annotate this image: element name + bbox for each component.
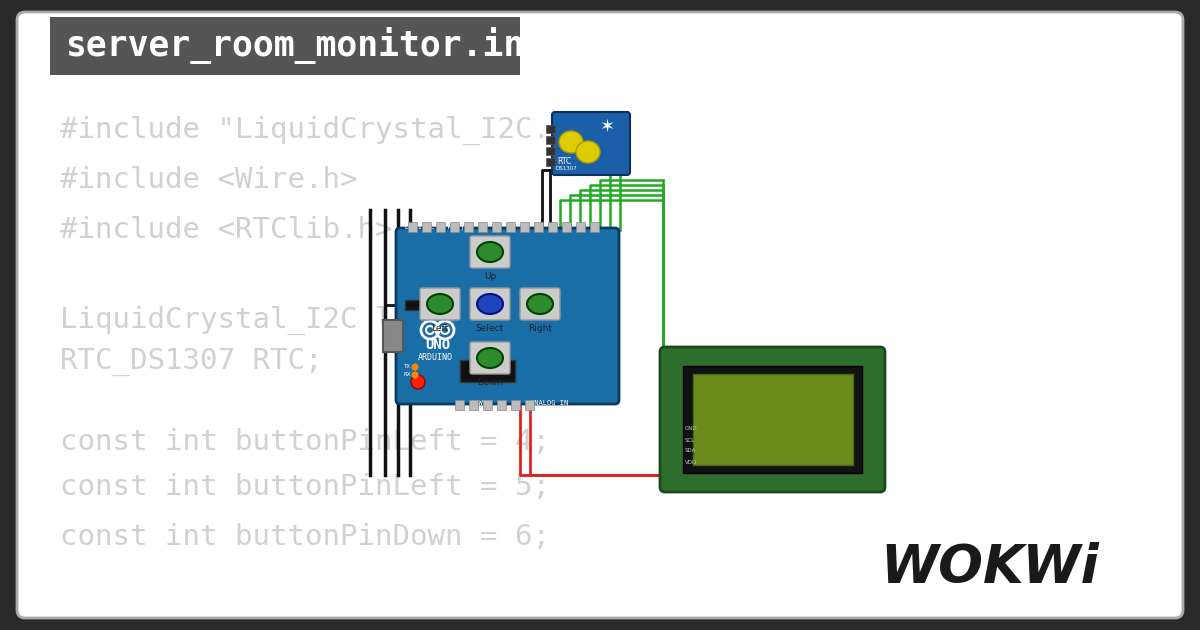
Text: RX: RX (403, 372, 410, 377)
Text: Right: Right (528, 324, 552, 333)
FancyBboxPatch shape (520, 288, 560, 320)
Bar (562, 222, 571, 232)
Text: DIGITAL (PWM~): DIGITAL (PWM~) (406, 223, 464, 229)
Bar (482, 400, 492, 410)
FancyBboxPatch shape (552, 112, 630, 175)
Ellipse shape (559, 131, 583, 153)
FancyBboxPatch shape (17, 12, 1183, 618)
Circle shape (412, 364, 419, 370)
Bar (546, 125, 554, 133)
Bar (455, 400, 464, 410)
Text: UNO: UNO (426, 338, 450, 352)
Text: WOKWi: WOKWi (881, 542, 1099, 594)
Text: #include <RTClib.h>: #include <RTClib.h> (60, 216, 392, 244)
Text: VDD: VDD (685, 459, 697, 464)
Bar (464, 222, 473, 232)
Ellipse shape (427, 294, 454, 314)
Text: #include "LiquidCrystal_I2C.h": #include "LiquidCrystal_I2C.h" (60, 115, 586, 144)
Bar (546, 158, 554, 166)
Bar (526, 400, 534, 410)
Bar (469, 400, 478, 410)
Bar (460, 360, 515, 382)
FancyBboxPatch shape (470, 342, 510, 374)
Ellipse shape (478, 348, 503, 368)
Text: RTC: RTC (557, 157, 571, 166)
Bar (420, 300, 448, 310)
Bar (450, 222, 458, 232)
Ellipse shape (478, 294, 503, 314)
Text: TX: TX (403, 365, 410, 370)
Bar (520, 222, 529, 232)
Text: POWER: POWER (470, 400, 491, 406)
Text: SDA: SDA (685, 449, 696, 454)
Ellipse shape (576, 141, 600, 163)
Bar (408, 222, 418, 232)
Ellipse shape (478, 242, 503, 262)
Circle shape (410, 375, 425, 389)
Text: const int buttonPinLeft = 4;: const int buttonPinLeft = 4; (60, 428, 550, 456)
Text: ARDUINO: ARDUINO (418, 353, 452, 362)
Text: Left: Left (431, 324, 449, 333)
Bar (683, 366, 862, 473)
Bar (422, 222, 431, 232)
FancyBboxPatch shape (660, 347, 886, 492)
Bar (511, 400, 520, 410)
Text: RTC_DS1307 RTC;: RTC_DS1307 RTC; (60, 348, 323, 376)
Bar (492, 222, 502, 232)
Bar (576, 222, 586, 232)
Ellipse shape (527, 294, 553, 314)
Circle shape (412, 372, 419, 379)
Text: const int buttonPinDown = 6;: const int buttonPinDown = 6; (60, 523, 550, 551)
Bar (478, 222, 487, 232)
FancyBboxPatch shape (420, 288, 460, 320)
Text: ✶: ✶ (600, 118, 614, 136)
Text: Select: Select (476, 324, 504, 333)
Bar (546, 136, 554, 144)
Text: const int buttonPinLeft = 5;: const int buttonPinLeft = 5; (60, 473, 550, 501)
Bar (694, 374, 853, 465)
Bar (546, 147, 554, 155)
Bar (406, 300, 433, 310)
Bar (534, 222, 542, 232)
Bar (497, 400, 506, 410)
FancyBboxPatch shape (470, 288, 510, 320)
Text: Up: Up (484, 272, 496, 281)
Text: DS1307: DS1307 (556, 166, 577, 171)
Bar (590, 222, 599, 232)
Text: Down: Down (478, 378, 503, 387)
FancyBboxPatch shape (470, 236, 510, 268)
FancyBboxPatch shape (396, 228, 619, 404)
Bar (50, 17, 520, 75)
Text: SCL: SCL (685, 437, 695, 442)
Text: ANALOG IN: ANALOG IN (530, 400, 569, 406)
Text: server_room_monitor.ino: server_room_monitor.ino (65, 28, 545, 64)
Bar (383, 320, 403, 352)
Bar (436, 222, 445, 232)
Text: GND: GND (685, 427, 697, 432)
Bar (506, 222, 515, 232)
Text: #include <Wire.h>: #include <Wire.h> (60, 166, 358, 194)
Text: LiquidCrystal_I2C lcd(0x2: LiquidCrystal_I2C lcd(0x2 (60, 306, 498, 335)
Bar (548, 222, 557, 232)
